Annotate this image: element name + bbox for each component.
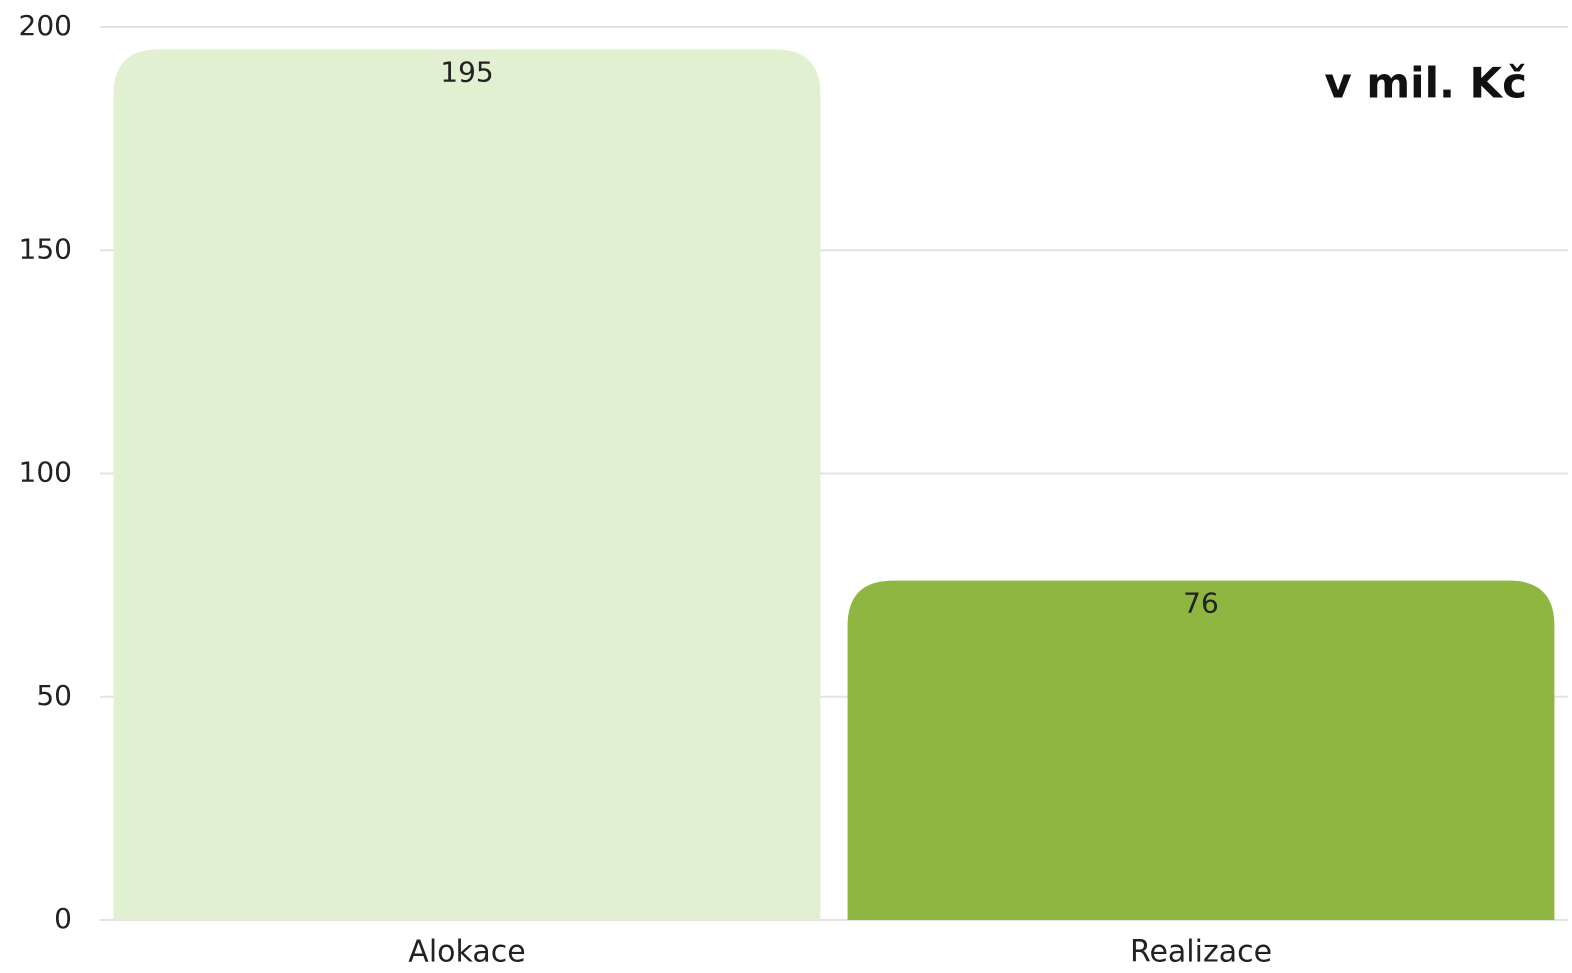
bar <box>113 49 821 920</box>
bar <box>847 580 1555 920</box>
y-tick-label: 150 <box>19 232 72 265</box>
y-tick-label: 50 <box>36 679 72 712</box>
y-tick-label: 0 <box>54 902 72 935</box>
y-tick-label: 200 <box>19 9 72 42</box>
value-label: 195 <box>440 55 493 88</box>
unit-annotation: v mil. Kč <box>1324 59 1527 108</box>
x-tick-label: Realizace <box>1130 935 1272 970</box>
y-tick-label: 100 <box>19 456 72 489</box>
value-label: 76 <box>1183 587 1219 620</box>
x-tick-label: Alokace <box>408 935 525 970</box>
